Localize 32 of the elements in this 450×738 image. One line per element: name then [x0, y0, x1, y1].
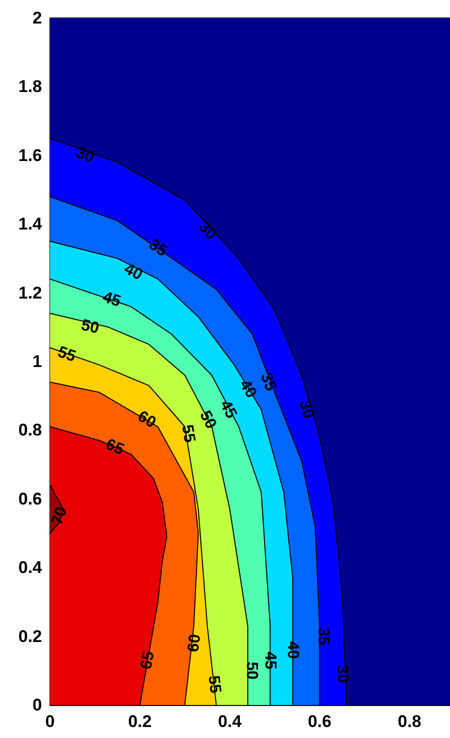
annotation: 65: [103, 436, 126, 459]
annotation: 40: [121, 260, 146, 284]
annotation: 50: [79, 316, 101, 338]
annotation: 55: [178, 423, 198, 444]
annotation: 70: [49, 504, 71, 528]
annotation: 40: [284, 641, 302, 660]
x-tick-label: 0.8: [398, 712, 422, 731]
y-tick-label: 0.4: [18, 558, 43, 578]
y-tick-label: 1.6: [18, 146, 42, 165]
y-tick-label: 2: [32, 8, 42, 28]
annotation: 45: [262, 651, 279, 670]
y-tick-label: 0.2: [18, 626, 42, 646]
annotation: 50: [196, 408, 220, 432]
y-tick-label: 1.4: [18, 214, 43, 234]
annotation: 45: [100, 288, 123, 311]
x-tick-label: 0.2: [128, 712, 152, 731]
y-tick-label: 0: [32, 696, 42, 714]
annotation: 60: [185, 633, 204, 653]
y-tick-label: 1.2: [18, 283, 42, 302]
x-tick-label: 0.6: [308, 712, 332, 731]
y-tick-label: 0.6: [18, 489, 42, 508]
annotation: 55: [204, 674, 224, 694]
y-tick-label: 1.8: [18, 77, 42, 96]
annotation: 30: [195, 218, 220, 244]
annotation: 35: [146, 236, 170, 260]
annotation: 65: [138, 650, 158, 671]
x-tick-label: 0: [45, 712, 55, 731]
annotation: 30: [333, 664, 351, 684]
y-tick-label: 1: [32, 352, 42, 371]
x-tick-label: 0.4: [218, 712, 242, 731]
y-tick-label: 0.8: [18, 420, 42, 440]
annotation: 60: [134, 408, 159, 432]
